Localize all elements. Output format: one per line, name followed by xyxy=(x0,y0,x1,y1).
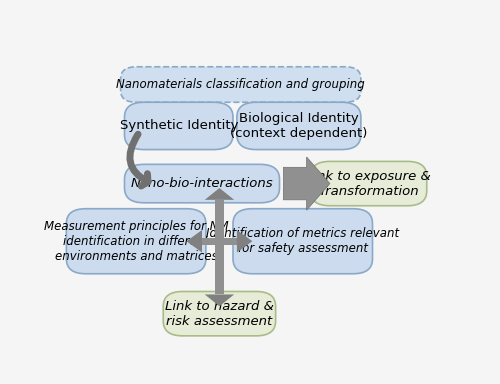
Text: Biological Identity
(context dependent): Biological Identity (context dependent) xyxy=(230,112,368,140)
FancyBboxPatch shape xyxy=(310,161,427,206)
FancyBboxPatch shape xyxy=(120,67,361,102)
Text: Nano-bio-interactions: Nano-bio-interactions xyxy=(130,177,274,190)
FancyBboxPatch shape xyxy=(237,102,361,149)
FancyBboxPatch shape xyxy=(124,164,280,203)
FancyBboxPatch shape xyxy=(163,291,276,336)
Polygon shape xyxy=(204,188,234,200)
Polygon shape xyxy=(204,295,234,306)
Polygon shape xyxy=(186,230,202,252)
Polygon shape xyxy=(237,230,252,252)
FancyBboxPatch shape xyxy=(124,102,233,149)
Text: Measurement principles for NM
identification in different
environments and matri: Measurement principles for NM identifica… xyxy=(44,220,228,263)
FancyBboxPatch shape xyxy=(233,209,372,274)
Text: Identification of metrics relevant
for safety assessment: Identification of metrics relevant for s… xyxy=(206,227,400,255)
FancyBboxPatch shape xyxy=(214,200,224,295)
Polygon shape xyxy=(284,157,330,210)
Text: Link to hazard &
risk assessment: Link to hazard & risk assessment xyxy=(165,300,274,328)
Text: Link to exposure &
Transformation: Link to exposure & Transformation xyxy=(306,170,431,198)
Text: Nanomaterials classification and grouping: Nanomaterials classification and groupin… xyxy=(116,78,365,91)
FancyBboxPatch shape xyxy=(66,209,206,274)
Text: Synthetic Identity: Synthetic Identity xyxy=(120,119,238,132)
FancyBboxPatch shape xyxy=(202,238,237,245)
